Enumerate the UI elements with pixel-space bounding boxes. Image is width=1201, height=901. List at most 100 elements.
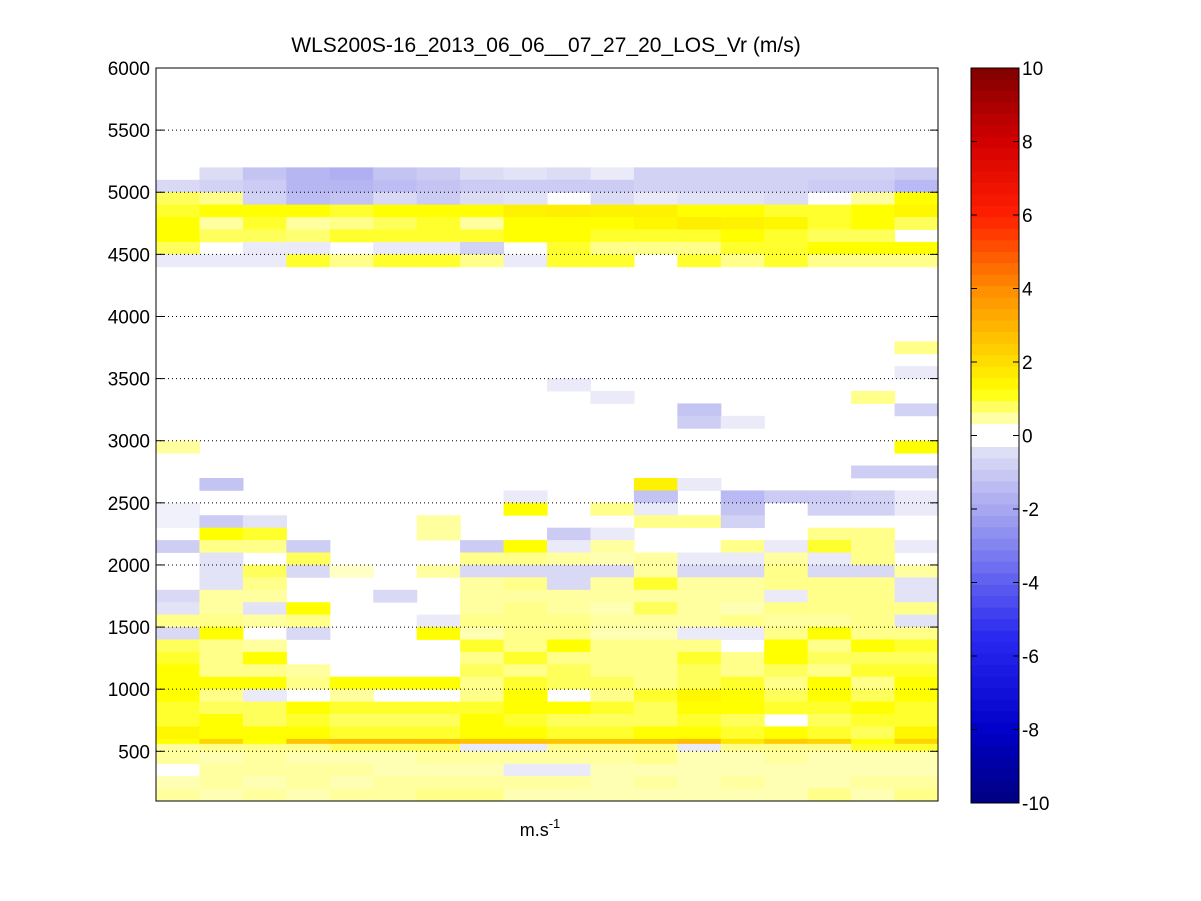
heatmap-cell <box>156 440 201 454</box>
heatmap-cell <box>677 726 722 740</box>
heatmap-cell <box>633 564 678 578</box>
heatmap-cell <box>677 564 722 578</box>
heatmap-cell <box>851 726 896 740</box>
heatmap-cell <box>199 651 244 665</box>
heatmap-cell <box>199 167 244 181</box>
heatmap-cell <box>807 602 852 616</box>
heatmap-cell <box>242 589 287 603</box>
heatmap-cell <box>894 763 939 777</box>
heatmap-cell <box>199 614 244 628</box>
heatmap-cell <box>764 564 809 578</box>
heatmap-cell <box>460 788 505 802</box>
colorbar-segment <box>971 665 1019 678</box>
heatmap-cell <box>807 241 852 255</box>
heatmap-cell <box>416 788 461 802</box>
colorbar-tick-label: 10 <box>1022 59 1043 80</box>
colorbar-segment <box>971 630 1019 643</box>
heatmap-cell <box>764 241 809 255</box>
heatmap-cell <box>851 689 896 703</box>
heatmap-cell <box>590 714 635 727</box>
heatmap-cell <box>720 192 765 206</box>
colorbar-segment <box>971 286 1019 299</box>
y-tick-label: 6000 <box>108 59 150 80</box>
heatmap-cell <box>460 743 505 752</box>
heatmap-cell <box>851 527 896 541</box>
heatmap-cell <box>894 366 939 379</box>
heatmap-cell <box>460 651 505 665</box>
heatmap-cell <box>242 788 287 802</box>
heatmap-cell <box>894 651 939 665</box>
heatmap-cell <box>286 763 331 777</box>
heatmap-cell <box>547 602 592 616</box>
colorbar-tick-label: -2 <box>1022 500 1039 521</box>
heatmap-cell <box>590 204 635 218</box>
heatmap-cell <box>329 167 374 181</box>
heatmap-cell <box>764 614 809 628</box>
heatmap-cell <box>764 738 809 745</box>
heatmap-cell <box>764 204 809 218</box>
heatmap-cell <box>590 527 635 541</box>
heatmap-cell <box>851 229 896 243</box>
heatmap-cell <box>242 639 287 653</box>
heatmap-cell <box>242 726 287 740</box>
heatmap-cell <box>286 751 331 765</box>
heatmap-cell <box>329 217 374 230</box>
colorbar-segment <box>971 217 1019 230</box>
heatmap-cell <box>720 415 765 429</box>
heatmap-cell <box>242 776 287 789</box>
colorbar-segment <box>971 734 1019 747</box>
colorbar-segment <box>971 90 1019 103</box>
heatmap-cell <box>590 689 635 703</box>
heatmap-cell <box>416 527 461 541</box>
y-tick-label: 2000 <box>108 556 150 577</box>
heatmap-cell <box>242 651 287 665</box>
heatmap-cell <box>807 751 852 765</box>
heatmap-cell <box>503 179 548 193</box>
heatmap-cell <box>633 651 678 665</box>
heatmap-cell <box>720 540 765 553</box>
colorbar: -10 -8 -6 -4 -2 0 2 4 6 8 10 <box>970 59 1049 815</box>
heatmap-cell <box>460 179 505 193</box>
colorbar-segment <box>971 435 1019 448</box>
heatmap-cell <box>633 664 678 678</box>
heatmap-cell <box>807 217 852 230</box>
heatmap-cell <box>460 627 505 640</box>
colorbar-segment <box>971 263 1019 276</box>
heatmap-cell <box>894 776 939 789</box>
heatmap-cell <box>329 204 374 218</box>
heatmap-cell <box>156 229 201 243</box>
heatmap-cell <box>286 217 331 230</box>
heatmap-cell <box>416 192 461 206</box>
heatmap-cell <box>199 676 244 690</box>
heatmap-cell <box>720 651 765 665</box>
colorbar-segment <box>971 228 1019 241</box>
heatmap-cell <box>156 701 201 715</box>
heatmap-cell <box>503 540 548 553</box>
heatmap-cell <box>851 217 896 230</box>
heatmap-cell <box>677 651 722 665</box>
heatmap-cell <box>199 540 244 553</box>
heatmap-cell <box>720 217 765 230</box>
colorbar-segment <box>971 596 1019 609</box>
heatmap-cell <box>242 241 287 255</box>
heatmap-cell <box>720 229 765 243</box>
heatmap-cell <box>590 167 635 181</box>
heatmap-cell <box>633 689 678 703</box>
heatmap-cell <box>851 714 896 727</box>
heatmap-cell <box>373 714 418 727</box>
heatmap-cell <box>894 589 939 603</box>
heatmap-cell <box>286 167 331 181</box>
y-tick-label: 500 <box>118 742 150 763</box>
heatmap-cell <box>199 577 244 591</box>
colorbar-tick-label: -8 <box>1022 721 1039 742</box>
heatmap-cell <box>851 167 896 181</box>
heatmap-cell <box>503 751 548 765</box>
heatmap-cell <box>242 527 287 541</box>
heatmap-cell <box>416 614 461 628</box>
heatmap-cell <box>720 167 765 181</box>
heatmap-cell <box>503 701 548 715</box>
heatmap-cell <box>677 664 722 678</box>
x-axis-label: m.s-1 <box>520 816 561 840</box>
heatmap-cell <box>199 179 244 193</box>
heatmap-cell <box>677 639 722 653</box>
